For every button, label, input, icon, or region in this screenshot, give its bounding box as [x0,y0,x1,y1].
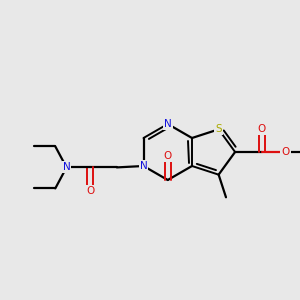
Text: S: S [215,124,222,134]
Text: N: N [63,162,70,172]
Text: O: O [258,124,266,134]
Text: O: O [164,151,172,161]
Text: O: O [86,186,94,196]
Text: N: N [140,161,147,171]
Text: N: N [164,119,172,129]
Text: O: O [281,147,290,157]
